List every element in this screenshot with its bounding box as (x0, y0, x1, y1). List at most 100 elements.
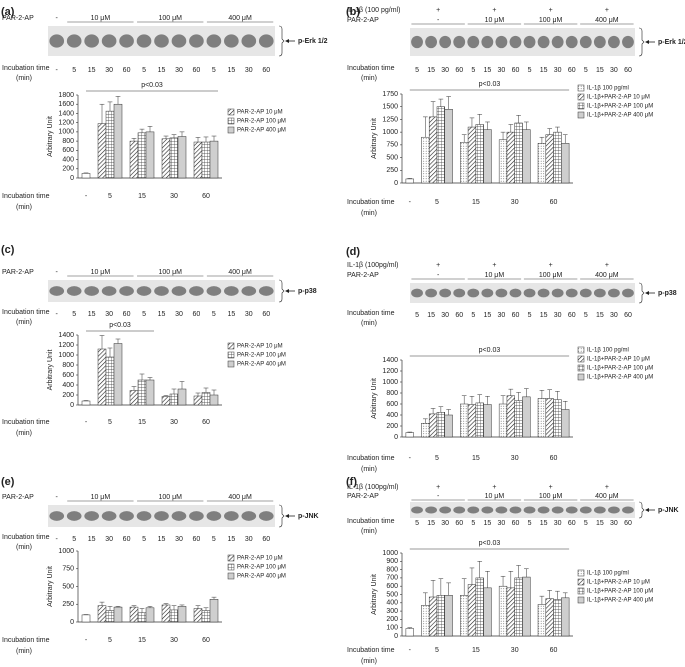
lane-label: 5 (415, 67, 419, 74)
blot-band (49, 34, 65, 48)
bar (129, 606, 139, 623)
x-tick-label: 60 (550, 199, 558, 206)
group-label: + (549, 7, 553, 14)
blot-band (241, 286, 257, 296)
lane-label: 5 (471, 520, 475, 527)
time-label: Incubation time (2, 534, 50, 541)
bar (436, 412, 445, 438)
blot (410, 283, 635, 303)
lane-label: 60 (123, 67, 131, 74)
x-tick-label: 15 (472, 647, 480, 654)
panel-label: (c) (1, 244, 15, 256)
brace (638, 27, 645, 57)
error-bar (163, 135, 169, 139)
blot-band (622, 288, 634, 298)
error-bar (131, 386, 137, 391)
bar (113, 606, 123, 623)
lane-label: 15 (88, 311, 96, 318)
bar (209, 599, 219, 623)
lane-label: 5 (584, 67, 588, 74)
legend-swatch (577, 93, 585, 101)
legend-label: IL-1β+PAR-2-AP 400 μM (587, 598, 653, 604)
x-tick-label: - (409, 647, 412, 654)
blot-band (579, 506, 592, 514)
x-axis-label: (min) (16, 648, 32, 655)
lane-label: 60 (512, 67, 520, 74)
lane-label: 60 (262, 311, 270, 318)
bar (506, 131, 515, 184)
treatment-label: PAR-2-AP (2, 494, 34, 501)
error-bar (477, 114, 483, 125)
y-tick-label: 1500 (382, 104, 398, 111)
legend-label: IL-1β+PAR-2-AP 10 μM (587, 580, 650, 586)
bar (475, 124, 484, 184)
group-label: + (549, 262, 553, 269)
bar (177, 136, 187, 179)
error-bar (469, 396, 475, 405)
blot-band (119, 511, 134, 521)
legend-swatch (227, 351, 235, 359)
error-bar (422, 592, 428, 606)
blot-band (593, 506, 606, 514)
treatment-label: IL-1β (100 pg/ml) (347, 7, 400, 14)
blot-band (49, 286, 65, 296)
error-bar (171, 134, 177, 138)
lane-label: 30 (498, 67, 506, 74)
group-label: + (492, 262, 496, 269)
significance-label: p<0.03 (479, 81, 501, 88)
bar (193, 395, 203, 406)
bar (467, 584, 477, 637)
blot-band (66, 34, 82, 48)
x-tick-label: 15 (472, 199, 480, 206)
error-bar (508, 124, 514, 133)
x-tick-label: 30 (511, 455, 519, 462)
error-bar (203, 136, 209, 143)
bar (522, 396, 531, 438)
error-bar (524, 121, 529, 130)
lane-label: 5 (584, 520, 588, 527)
blot-band (495, 506, 508, 514)
legend-swatch (227, 108, 235, 116)
lane-label: 15 (88, 67, 96, 74)
bar (545, 398, 554, 438)
lane-label: 5 (142, 311, 146, 318)
lane-label: 5 (471, 312, 475, 319)
panel-label: (b) (346, 6, 360, 18)
bar (209, 394, 219, 406)
error-bar (195, 137, 201, 143)
y-tick-label: 400 (386, 600, 398, 607)
legend-swatch (577, 111, 585, 119)
legend-swatch (227, 342, 235, 350)
bar (405, 628, 414, 637)
lane-label: 60 (624, 312, 632, 319)
legend-swatch (577, 569, 585, 577)
blot-band (258, 511, 274, 521)
bar (545, 598, 554, 637)
blot-band (579, 35, 592, 49)
error-bar (83, 400, 89, 401)
band-label: p-JNK (658, 507, 679, 514)
bar (129, 140, 139, 179)
blot-band (509, 35, 522, 49)
brace (278, 504, 285, 528)
x-tick-label: 15 (138, 419, 146, 426)
lane-label: 60 (193, 67, 201, 74)
y-tick-label: 0 (70, 175, 74, 182)
group-label: 100 μM (158, 269, 182, 276)
error-bar (547, 128, 553, 135)
lane-label: 5 (415, 520, 419, 527)
lane-label: 15 (427, 67, 435, 74)
bar (161, 138, 171, 179)
group-label: 10 μM (485, 17, 505, 24)
blot-band (258, 286, 274, 296)
blot-band (66, 511, 82, 521)
bar (428, 116, 438, 184)
error-bar (461, 395, 467, 404)
error-bar (407, 178, 413, 179)
bar (514, 122, 523, 184)
error-bar (179, 381, 185, 389)
x-tick-label: 30 (170, 419, 178, 426)
blot-band (608, 506, 620, 514)
blot-band (495, 288, 508, 298)
y-tick-label: 1400 (382, 357, 398, 364)
